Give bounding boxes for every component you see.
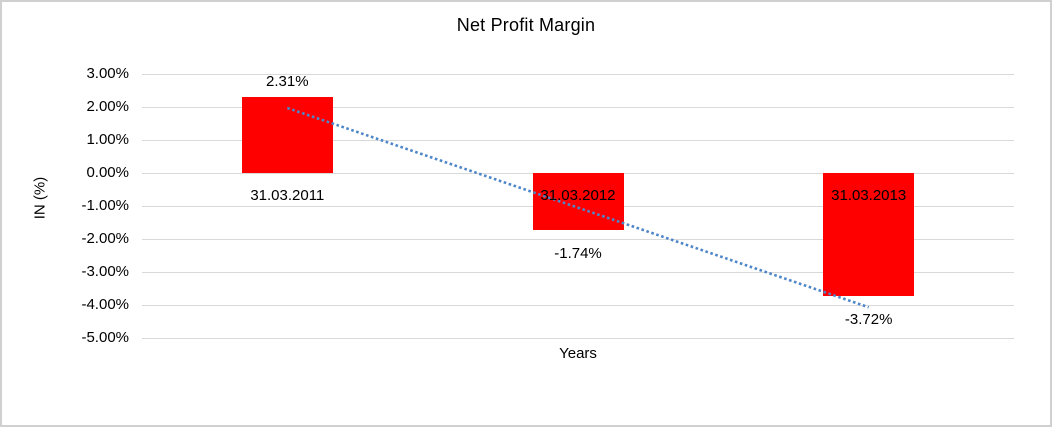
category-label: 31.03.2011 [250, 187, 325, 204]
gridline [142, 107, 1014, 108]
gridline [142, 140, 1014, 141]
category-label: 31.03.2012 [540, 187, 616, 204]
category-label: 31.03.2013 [831, 187, 907, 204]
bar [823, 173, 915, 296]
gridline [142, 338, 1014, 339]
y-tick-label: -4.00% [81, 296, 129, 313]
chart-title: Net Profit Margin [456, 15, 596, 35]
y-tick-label: -1.00% [81, 197, 129, 214]
gridline [142, 74, 1014, 75]
gridline [142, 272, 1014, 273]
y-tick-label: 1.00% [86, 131, 129, 148]
gridline [142, 305, 1014, 306]
y-tick-label: -5.00% [81, 329, 129, 346]
bar [532, 173, 624, 231]
y-tick-label: 2.00% [86, 98, 129, 115]
y-tick-label: -3.00% [81, 263, 129, 280]
y-tick-label: 3.00% [86, 65, 129, 82]
x-axis-title: Years [559, 345, 597, 362]
data-label: 2.31% [266, 72, 309, 90]
y-tick-label: 0.00% [86, 164, 129, 181]
gridline [142, 239, 1014, 240]
y-tick-label: -2.00% [81, 230, 129, 247]
data-label: -1.74% [554, 245, 602, 263]
data-label: -3.72% [844, 310, 893, 328]
bar [241, 96, 333, 173]
